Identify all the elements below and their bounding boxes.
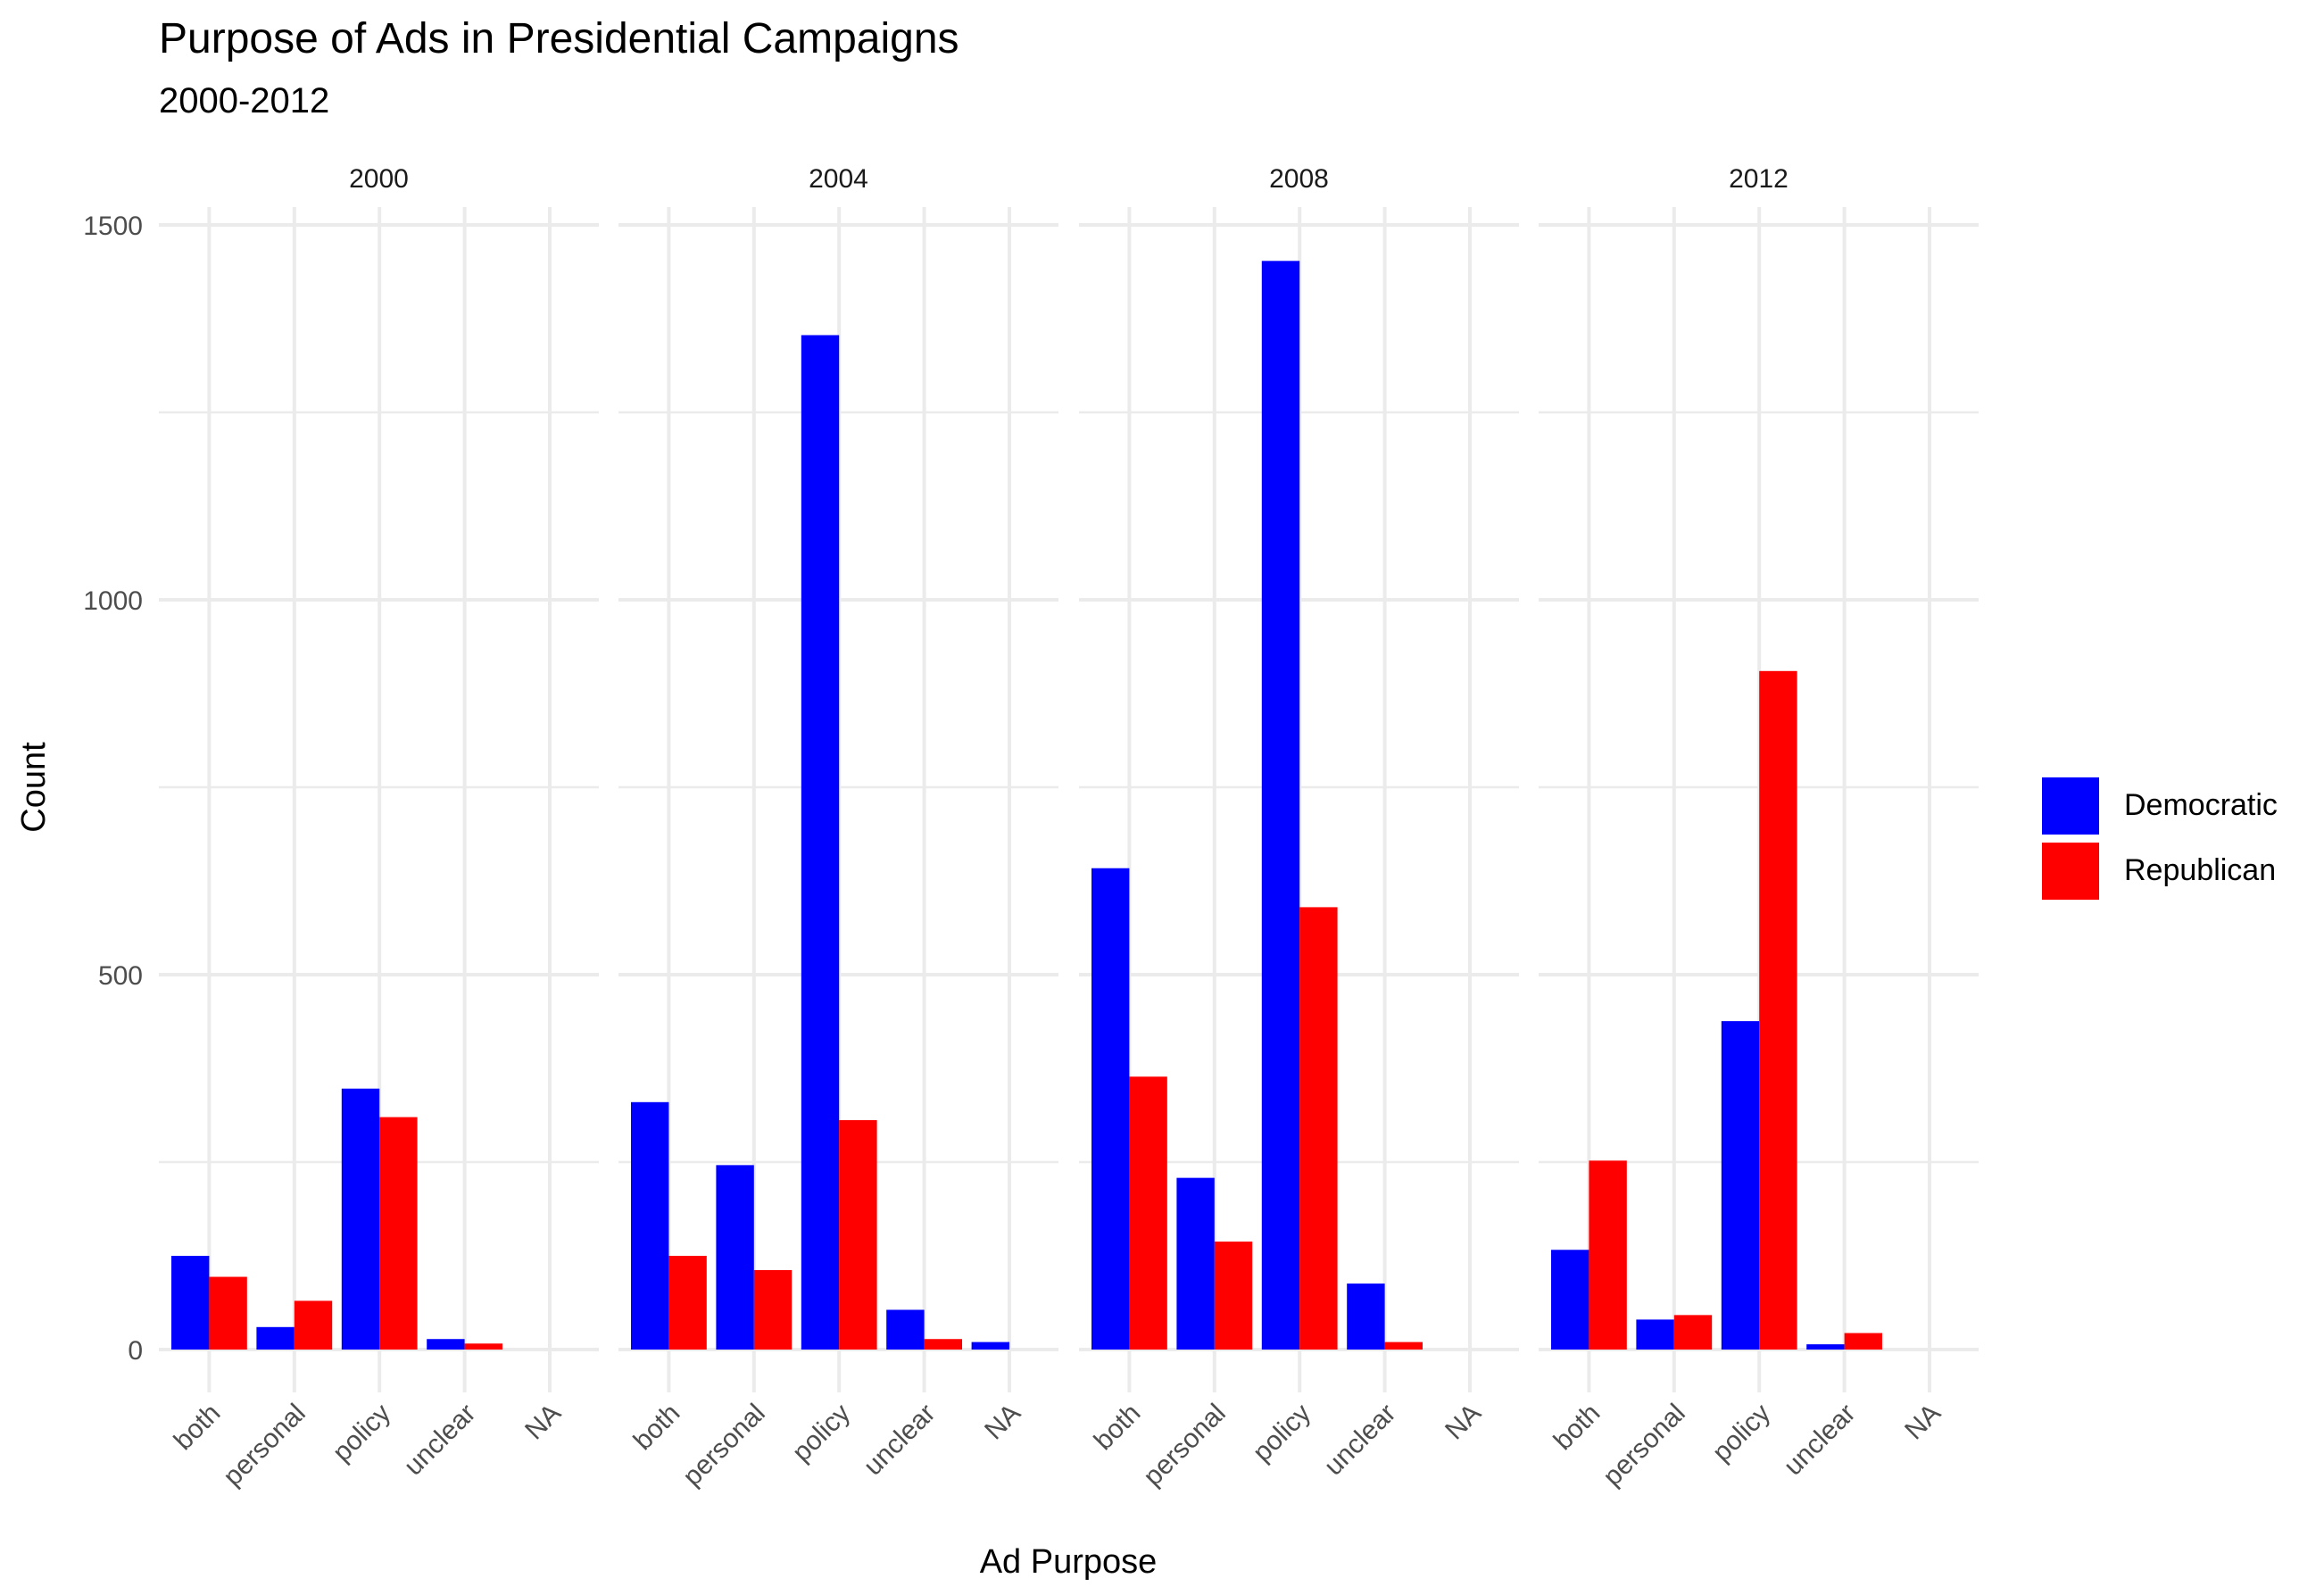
legend-swatch-republican — [2042, 842, 2099, 900]
legend-label-democratic: Democratic — [2124, 788, 2278, 822]
bar-2008-democratic-both — [1091, 868, 1130, 1350]
bar-2004-republican-unclear — [924, 1339, 962, 1350]
legend-item-democratic: Democratic — [2042, 773, 2278, 838]
bar-2008-republican-personal — [1214, 1242, 1253, 1350]
x-tick-label: both — [628, 1399, 686, 1457]
x-tick-label: NA — [1440, 1399, 1487, 1446]
bar-2004-democratic-personal — [716, 1165, 754, 1350]
bar-2000-republican-unclear — [464, 1343, 502, 1350]
x-tick-label: unclear — [399, 1399, 482, 1482]
x-tick-label: unclear — [1779, 1399, 1862, 1482]
bar-2004-democratic-policy — [801, 335, 840, 1350]
bar-2000-republican-personal — [294, 1300, 333, 1350]
bar-2008-republican-policy — [1299, 907, 1338, 1350]
bar-2008-republican-unclear — [1384, 1342, 1423, 1350]
bar-2000-democratic-unclear — [427, 1339, 465, 1350]
y-axis-title: Count — [15, 742, 53, 833]
bar-2012-democratic-personal — [1636, 1319, 1674, 1350]
bar-2004-democratic-na — [971, 1342, 1009, 1350]
bar-2012-republican-both — [1589, 1160, 1627, 1350]
chart-title: Purpose of Ads in Presidential Campaigns — [159, 15, 959, 62]
bar-2012-democratic-policy — [1721, 1021, 1760, 1350]
bar-2008-democratic-unclear — [1347, 1283, 1385, 1350]
bar-2004-republican-both — [668, 1256, 707, 1350]
x-tick-label: policy — [787, 1399, 857, 1468]
x-tick-label: personal — [1138, 1399, 1232, 1492]
facet-label-2012: 2012 — [1729, 164, 1789, 194]
facet-label-2008: 2008 — [1269, 164, 1329, 194]
x-tick-label: both — [169, 1399, 227, 1457]
facet-label-2004: 2004 — [809, 164, 868, 194]
x-tick-label: NA — [519, 1399, 567, 1446]
bar-2008-democratic-policy — [1261, 261, 1300, 1350]
bar-2000-democratic-personal — [256, 1326, 295, 1350]
bar-2012-republican-policy — [1759, 670, 1797, 1350]
bar-2008-republican-both — [1129, 1076, 1167, 1350]
y-tick-label: 500 — [98, 961, 143, 991]
legend: Democratic Republican — [2042, 773, 2278, 903]
bar-2000-republican-policy — [379, 1117, 418, 1350]
bar-2008-democratic-personal — [1176, 1177, 1215, 1350]
legend-swatch-democratic — [2042, 777, 2099, 835]
y-tick-label: 1500 — [83, 212, 143, 241]
legend-item-republican: Republican — [2042, 838, 2278, 903]
bar-2012-democratic-both — [1551, 1250, 1589, 1350]
bar-2012-republican-personal — [1673, 1315, 1713, 1350]
x-tick-label: policy — [1248, 1399, 1317, 1468]
x-tick-label: both — [1089, 1399, 1147, 1457]
x-tick-label: personal — [677, 1399, 771, 1492]
bar-2004-republican-personal — [753, 1269, 793, 1350]
x-tick-label: unclear — [1319, 1399, 1402, 1482]
chart-subtitle: 2000-2012 — [159, 81, 330, 120]
y-tick-label: 0 — [128, 1336, 143, 1366]
x-tick-label: unclear — [859, 1399, 942, 1482]
bar-2012-democratic-unclear — [1806, 1344, 1845, 1350]
bar-2000-republican-both — [209, 1276, 247, 1350]
x-tick-label: both — [1548, 1399, 1606, 1457]
legend-label-republican: Republican — [2124, 853, 2277, 887]
bar-2012-republican-unclear — [1844, 1333, 1882, 1350]
x-tick-label: policy — [1707, 1399, 1777, 1468]
bar-2000-democratic-both — [171, 1256, 210, 1350]
bar-2004-democratic-unclear — [886, 1309, 925, 1350]
bar-2004-democratic-both — [631, 1101, 669, 1350]
bar-2000-democratic-policy — [341, 1088, 380, 1350]
facet-label-2000: 2000 — [349, 164, 409, 194]
x-tick-label: policy — [328, 1399, 397, 1468]
x-tick-label: personal — [1598, 1399, 1691, 1492]
x-tick-label: NA — [1899, 1399, 1946, 1446]
x-axis-title: Ad Purpose — [980, 1543, 1158, 1581]
bar-2004-republican-policy — [839, 1119, 877, 1350]
x-tick-label: NA — [979, 1399, 1026, 1446]
x-tick-label: personal — [218, 1399, 311, 1492]
y-tick-label: 1000 — [83, 586, 143, 616]
